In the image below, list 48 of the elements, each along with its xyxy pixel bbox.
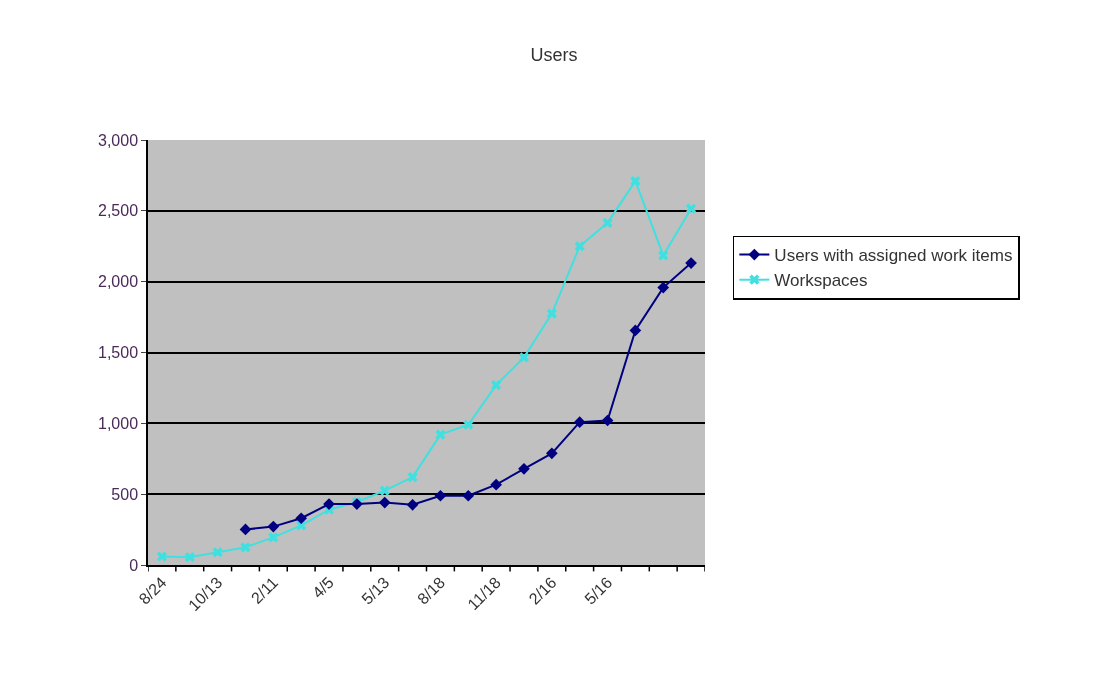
point <box>685 203 697 214</box>
y-tick-label: 500 <box>111 485 139 503</box>
point <box>240 542 251 553</box>
point <box>378 496 391 509</box>
point <box>545 447 558 460</box>
legend-label: Workspaces <box>774 271 868 291</box>
point <box>239 523 252 536</box>
point <box>573 416 586 429</box>
point <box>268 532 279 543</box>
point <box>601 414 614 427</box>
point <box>518 352 530 363</box>
x-tick-label: 5/13 <box>358 573 393 608</box>
point <box>406 498 419 511</box>
point <box>212 547 223 558</box>
point <box>407 472 418 483</box>
point <box>490 478 502 491</box>
y-tick-label: 2,500 <box>98 202 139 220</box>
y-tick-label: 0 <box>129 556 139 574</box>
point <box>434 489 447 502</box>
legend-label: Users with assigned work items <box>774 246 1013 266</box>
point <box>657 281 670 294</box>
x-tick-label: 4/5 <box>309 573 337 602</box>
x-tick-label: 8/24 <box>135 573 170 608</box>
point <box>602 217 613 228</box>
point <box>491 379 502 391</box>
y-tick-label: 1,000 <box>98 414 139 432</box>
y-tick-label: 1,500 <box>98 344 139 362</box>
point <box>629 324 642 337</box>
point <box>435 429 446 440</box>
point <box>574 241 585 252</box>
point <box>463 419 474 430</box>
x-tick-label: 8/18 <box>414 573 449 608</box>
x-tick-label: 5/16 <box>581 573 616 608</box>
point <box>156 551 168 562</box>
point <box>518 462 530 475</box>
point <box>630 175 641 187</box>
point <box>685 257 697 269</box>
y-tick-label: 2,000 <box>98 273 139 291</box>
point <box>658 250 669 261</box>
point <box>267 520 280 533</box>
chart-title: Users <box>530 44 578 65</box>
point <box>295 512 308 525</box>
x-tick-label: 2/11 <box>247 573 282 607</box>
point <box>546 308 557 319</box>
point <box>184 552 195 563</box>
point <box>462 489 475 502</box>
point <box>379 485 390 496</box>
y-tick-label: 3,000 <box>98 131 139 149</box>
